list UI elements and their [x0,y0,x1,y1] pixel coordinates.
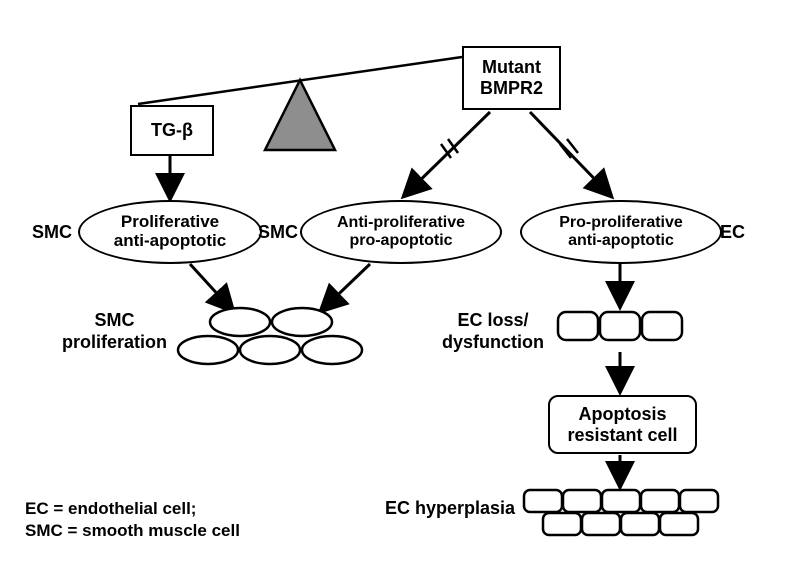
ec-hyper-cell-b2 [582,513,620,535]
proliferative-ellipse: Proliferative anti-apoptotic [78,200,262,264]
ec-hyper-cell-b3 [621,513,659,535]
tgb-box: TG-β [130,105,214,156]
ec-hyper-cell-t4 [641,490,679,512]
slash-right-2 [567,139,578,153]
slash-right-1 [560,144,571,158]
smc-prolif-line1: SMC [62,310,167,332]
apopres-line2: resistant cell [567,425,677,446]
legend: EC = endothelial cell; SMC = smooth musc… [25,498,240,542]
ec-hyper-cell-t3 [602,490,640,512]
bmpr2-line2: BMPR2 [480,78,543,99]
antiprolif-line2: pro-apoptotic [349,232,452,250]
smc-cell-1 [210,308,270,336]
ec-hyper-cell-b1 [543,513,581,535]
bmpr2-line1: Mutant [482,57,541,78]
proprolif-line2: anti-apoptotic [568,232,674,250]
prolif-line1: Proliferative [121,213,219,232]
diagram-stage: TG-β Mutant BMPR2 Proliferative anti-apo… [0,0,791,561]
smc-cell-5 [302,336,362,364]
smc-prolif-line2: proliferation [62,332,167,354]
fulcrum-triangle [265,80,335,150]
arrow-bmpr2-left [405,112,490,195]
ec-hyper-cell-t5 [680,490,718,512]
smc-label-mid: SMC [258,222,298,243]
smc-proliferation-label: SMC proliferation [62,310,167,353]
prolif-line2: anti-apoptotic [114,232,226,251]
apoptosis-resistant-box: Apoptosis resistant cell [548,395,697,454]
seesaw-beam [138,57,462,104]
arrow-prolif-to-cluster [190,264,232,310]
arrow-antiprolif-to-cluster [322,264,370,310]
ec-hyperplasia-label: EC hyperplasia [385,498,515,519]
connectors-svg [0,0,791,561]
proproliferative-ellipse: Pro-proliferative anti-apoptotic [520,200,722,264]
ec-loss-line2: dysfunction [442,332,544,354]
ec-hyper-cell-b4 [660,513,698,535]
smc-cell-3 [178,336,238,364]
smc-label-left: SMC [32,222,72,243]
smc-cell-4 [240,336,300,364]
ec-hyper-cell-t2 [563,490,601,512]
ec-loss-cell-1 [558,312,598,340]
legend-ec: EC = endothelial cell; [25,498,240,520]
arrow-bmpr2-right [530,112,610,195]
ec-loss-cell-3 [642,312,682,340]
ec-loss-line1: EC loss/ [442,310,544,332]
antiprolif-line1: Anti-proliferative [337,214,465,232]
slash-left-1 [441,144,451,158]
slash-left-2 [448,139,458,153]
ec-loss-cell-2 [600,312,640,340]
ec-hyper-cell-t1 [524,490,562,512]
smc-cell-2 [272,308,332,336]
ec-label-right: EC [720,222,745,243]
tgb-text: TG-β [151,120,193,141]
antiproliferative-ellipse: Anti-proliferative pro-apoptotic [300,200,502,264]
legend-smc: SMC = smooth muscle cell [25,520,240,542]
bmpr2-box: Mutant BMPR2 [462,46,561,110]
proprolif-line1: Pro-proliferative [559,214,683,232]
apopres-line1: Apoptosis [579,404,667,425]
ec-loss-label: EC loss/ dysfunction [442,310,544,353]
